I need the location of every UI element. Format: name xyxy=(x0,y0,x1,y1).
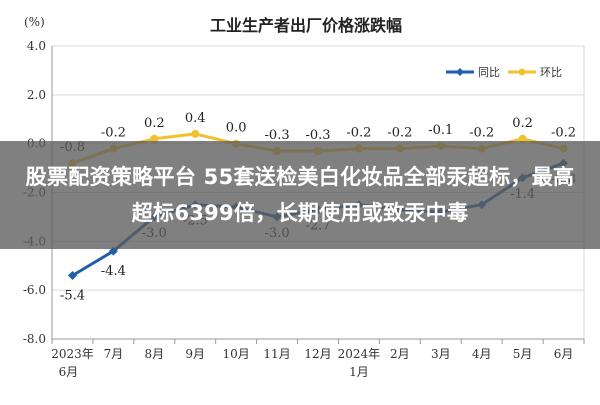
series-point-1 xyxy=(518,134,527,143)
data-label-1: -0.2 xyxy=(469,126,494,141)
y-axis-unit: (%) xyxy=(24,15,45,29)
legend-swatch-marker-0 xyxy=(456,68,464,76)
data-label-0: -4.4 xyxy=(101,264,126,279)
x-tick-label: 2024年 xyxy=(338,347,381,361)
x-tick-label: 12月 xyxy=(304,347,331,361)
data-label-1: 0.0 xyxy=(226,121,247,136)
legend-label-0: 同比 xyxy=(478,66,500,79)
x-tick-label: 9月 xyxy=(185,347,205,361)
legend-swatch-marker-1 xyxy=(518,68,526,76)
x-tick-label: 4月 xyxy=(472,347,492,361)
x-tick-label: 11月 xyxy=(263,347,290,361)
x-tick-label: 5月 xyxy=(513,347,533,361)
data-label-1: -0.2 xyxy=(551,126,576,141)
x-tick-label: 2023年 xyxy=(51,347,94,361)
y-tick-label: 2.0 xyxy=(27,88,46,102)
x-tick-label: 2月 xyxy=(390,347,410,361)
data-label-1: 0.2 xyxy=(512,116,533,131)
overlay-banner-text: 股票配资策略平台 55套送检美白化妆品全部汞超标，最高超标6399倍，长期使用或… xyxy=(25,165,575,225)
data-label-1: -0.3 xyxy=(305,128,330,143)
series-point-1 xyxy=(191,129,200,138)
data-label-1: 0.2 xyxy=(144,116,165,131)
y-tick-label: -6.0 xyxy=(23,283,46,297)
x-tick-label: 7月 xyxy=(104,347,124,361)
y-tick-label: 4.0 xyxy=(27,39,46,53)
data-label-1: -0.2 xyxy=(101,126,126,141)
series-point-1 xyxy=(150,134,159,143)
x-tick-label: 8月 xyxy=(144,347,164,361)
data-label-1: -0.2 xyxy=(387,126,412,141)
x-tick-label-line2: 1月 xyxy=(349,365,369,379)
legend-label-1: 环比 xyxy=(540,66,562,79)
data-label-1: -0.3 xyxy=(265,128,290,143)
data-label-0: -5.4 xyxy=(60,289,85,304)
x-tick-label: 6月 xyxy=(554,347,574,361)
chart-title: 工业生产者出厂价格涨跌幅 xyxy=(210,16,402,35)
overlay-banner: 股票配资策略平台 55套送检美白化妆品全部汞超标，最高超标6399倍，长期使用或… xyxy=(0,141,600,249)
series-point-0 xyxy=(67,271,77,281)
x-tick-label: 10月 xyxy=(223,347,250,361)
data-label-1: -0.1 xyxy=(428,123,453,138)
x-tick-label: 3月 xyxy=(431,347,451,361)
data-label-1: -0.2 xyxy=(346,126,371,141)
data-label-1: 0.4 xyxy=(185,111,206,126)
y-tick-label: -8.0 xyxy=(23,332,46,346)
x-tick-label-line2: 6月 xyxy=(59,365,79,379)
